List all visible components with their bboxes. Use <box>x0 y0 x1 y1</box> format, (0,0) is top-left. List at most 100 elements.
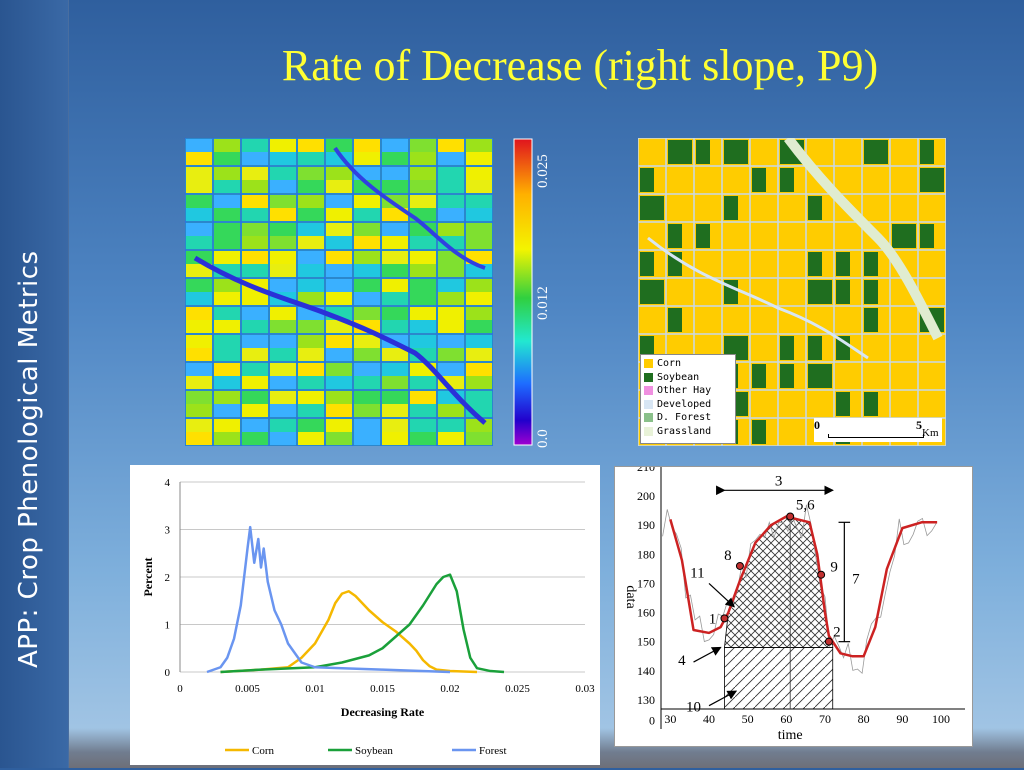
colorbar: 0.025 0.012 0.0 <box>513 138 553 448</box>
legend-item: Developed <box>644 398 732 412</box>
rate-map-field <box>382 167 408 180</box>
diagram-ytick-label: 210 <box>637 467 655 474</box>
rate-map-field <box>410 139 436 152</box>
rate-map-field <box>466 307 492 320</box>
rate-map-field <box>270 223 296 236</box>
rate-map-field <box>410 292 436 305</box>
chart-xtick-label: 0.015 <box>370 683 395 695</box>
rate-map-field <box>354 195 380 208</box>
legend-swatch <box>644 413 653 423</box>
crop-map-soybean-field <box>724 140 748 164</box>
chart-xtick-label: 0.005 <box>235 683 260 695</box>
chart-xtick-label: 0.03 <box>575 683 595 695</box>
annotation-10-arrow <box>708 690 738 707</box>
rate-map-field <box>410 251 436 264</box>
rate-map-field <box>270 348 296 361</box>
legend-item: Corn <box>644 357 732 371</box>
rate-map-river <box>333 146 486 270</box>
rate-map-field <box>466 292 492 305</box>
rate-map-field <box>382 376 408 389</box>
rate-map-field <box>242 264 268 277</box>
rate-map-field <box>298 279 324 292</box>
rate-map-field <box>242 139 268 152</box>
rate-map-field <box>438 279 464 292</box>
rate-map-field <box>438 292 464 305</box>
colorbar-svg: 0.025 0.012 0.0 <box>513 138 551 448</box>
slide-title: Rate of Decrease (right slope, P9) <box>281 41 879 90</box>
rate-map-field <box>326 391 352 404</box>
rate-map-field <box>354 223 380 236</box>
scale-unit: Km <box>922 427 939 439</box>
crop-map-soybean-field <box>668 224 682 248</box>
rate-map-field <box>298 223 324 236</box>
rate-map-field <box>382 320 408 333</box>
rate-map-field <box>382 139 408 152</box>
crop-map-soybean-field <box>808 280 832 304</box>
legend-label-forest: Forest <box>479 745 507 757</box>
crop-map-soybean-field <box>640 196 664 220</box>
rate-map-field <box>410 320 436 333</box>
rate-map-field <box>326 195 352 208</box>
annotation-10: 10 <box>686 700 701 716</box>
scale-line <box>828 434 924 438</box>
rate-map-field <box>298 376 324 389</box>
rate-map-field <box>438 419 464 432</box>
diagram-ytick-label: 160 <box>637 606 655 620</box>
rate-map-field <box>466 195 492 208</box>
rate-map-field <box>438 363 464 376</box>
rate-map-field <box>438 264 464 277</box>
rate-map-field <box>382 279 408 292</box>
rate-map-field <box>186 139 212 152</box>
rate-map-field <box>186 236 212 249</box>
rate-map-field <box>466 208 492 221</box>
legend-label: Grassland <box>657 425 712 437</box>
diagram-xtick-label: 80 <box>858 712 870 726</box>
diagram-xtick-label: 30 <box>664 712 676 726</box>
annotation-7: 7 <box>852 571 860 587</box>
rate-map-field <box>438 404 464 417</box>
rate-map-field <box>270 376 296 389</box>
rate-map-field <box>214 335 240 348</box>
rate-map-field <box>270 320 296 333</box>
rate-map-field <box>326 432 352 445</box>
crop-map-soybean-field <box>640 280 664 304</box>
crop-map-soybean-field <box>892 224 916 248</box>
diagram-ytick-label: 180 <box>637 547 655 561</box>
rate-map-field <box>298 251 324 264</box>
rate-map-field <box>410 391 436 404</box>
rate-map-field <box>410 236 436 249</box>
rate-map-field <box>242 152 268 165</box>
crop-map-soybean-field <box>724 196 738 220</box>
rate-map-field <box>298 139 324 152</box>
rate-map-field <box>214 208 240 221</box>
rate-map-field <box>466 348 492 361</box>
rate-map-field <box>270 432 296 445</box>
colorbar-label-mid: 0.012 <box>535 286 551 320</box>
rate-map-field <box>214 195 240 208</box>
rate-map-field <box>214 236 240 249</box>
rate-map-field <box>438 152 464 165</box>
rate-map-field <box>270 152 296 165</box>
diagram-ytick-label: 0 <box>649 713 655 727</box>
crop-map-soybean-field <box>640 168 654 192</box>
rate-map-field <box>298 152 324 165</box>
rate-map-field <box>298 167 324 180</box>
rate-map-field <box>242 223 268 236</box>
rate-map-field <box>214 180 240 193</box>
metric-point-label: 2 <box>833 625 841 641</box>
rate-map-field <box>270 419 296 432</box>
rate-map-field <box>186 432 212 445</box>
rate-map-field <box>214 320 240 333</box>
metric-point-label: 5,6 <box>796 497 815 513</box>
chart-xtick-label: 0 <box>177 683 183 695</box>
rate-map-field <box>186 419 212 432</box>
rate-map-field <box>438 348 464 361</box>
rate-map-field <box>214 167 240 180</box>
crop-type-map: Corn Soybean Other Hay Developed D. Forest Gr… <box>637 134 947 447</box>
rate-map-field <box>354 264 380 277</box>
rate-map-field <box>354 376 380 389</box>
diagram-xtick-label: 90 <box>896 712 908 726</box>
rate-map-field <box>242 208 268 221</box>
decreasing-rate-chart: 0 1 2 3 4 0 0.005 0.01 0.015 0.02 0.025 0.03 Decreas… <box>130 465 600 765</box>
